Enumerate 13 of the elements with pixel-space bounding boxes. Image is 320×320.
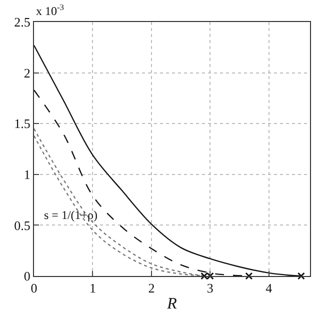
y-tick-label: 2 <box>24 65 30 80</box>
y-tick-label: 0 <box>24 268 30 284</box>
x-axis-title: R <box>166 295 178 312</box>
x-tick-label: 1 <box>89 280 96 296</box>
x-tick-label: 3 <box>206 280 214 296</box>
x-tick-label: 4 <box>266 280 273 296</box>
annotation: s = 1/(1+ρ) <box>44 208 98 222</box>
text: x 10$^{-3}$ <box>36 3 64 18</box>
y-tick-label: 0.5 <box>14 218 30 233</box>
y-tick-label: 1.5 <box>14 116 30 132</box>
x-tick-label: 2 <box>148 280 155 296</box>
y-tick-label: 1 <box>24 166 30 182</box>
y-tick-label: 2.5 <box>14 14 30 30</box>
